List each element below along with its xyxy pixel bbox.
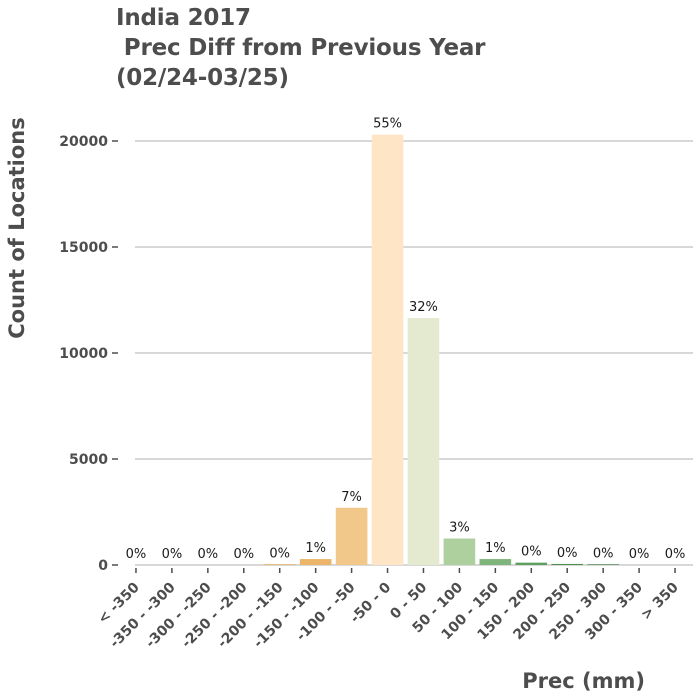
bar-13 (587, 564, 619, 565)
bar-data-label: 1% (485, 541, 506, 556)
bar-data-label: 32% (409, 300, 438, 315)
y-tick-label: 15000 (59, 240, 108, 256)
bar-layer (263, 134, 619, 565)
chart-title-line-2: Prec Diff from Previous Year (116, 35, 486, 61)
bar-data-label: 3% (449, 521, 470, 536)
y-tick-label: 0 (98, 558, 108, 574)
bar-8 (407, 318, 440, 565)
bar-data-label: 0% (593, 546, 614, 561)
y-tick-label: 5000 (69, 452, 108, 468)
bar-5 (299, 559, 332, 565)
bar-12 (551, 563, 584, 565)
bar-data-label: 0% (269, 546, 290, 561)
bar-data-label: 0% (233, 547, 254, 562)
bar-data-label: 0% (126, 547, 147, 562)
y-tick-label: 20000 (59, 134, 108, 150)
x-tick-label: > 350 (638, 579, 682, 623)
bar-11 (515, 562, 548, 565)
chart-title-line-1: India 2017 (116, 5, 251, 31)
y-tick-label: 10000 (59, 346, 108, 362)
x-tick-layer: < -350-350 - -300-300 - -250-250 - -200-… (95, 568, 682, 651)
bar-data-label: 0% (665, 547, 686, 562)
bar-4 (263, 564, 296, 565)
chart-title-line-3: (02/24-03/25) (116, 65, 289, 91)
bar-data-label: 55% (373, 117, 402, 132)
bar-data-label: 0% (198, 547, 219, 562)
bar-7 (371, 134, 404, 565)
y-tick-layer: 0 5000 10000 15000 20000 (59, 134, 118, 574)
bar-10 (479, 559, 512, 565)
y-axis-title: Count of Locations (5, 117, 29, 339)
bar-data-label: 0% (557, 546, 578, 561)
bar-6 (335, 507, 368, 565)
bar-data-label: 0% (629, 547, 650, 562)
bar-data-label: 1% (305, 541, 326, 556)
data-label-layer: 0% 0% 0% 0% 0% 1% 7% 55% 32% 3% 1% 0% 0% 0% 0% 0% (126, 117, 686, 562)
x-axis-title: Prec (mm) (522, 669, 645, 693)
bar-data-label: 0% (521, 545, 542, 560)
x-tick-label: -50 - 0 (347, 579, 394, 626)
bar-9 (443, 538, 476, 565)
bar-data-label: 7% (341, 490, 362, 505)
bar-data-label: 0% (162, 547, 183, 562)
